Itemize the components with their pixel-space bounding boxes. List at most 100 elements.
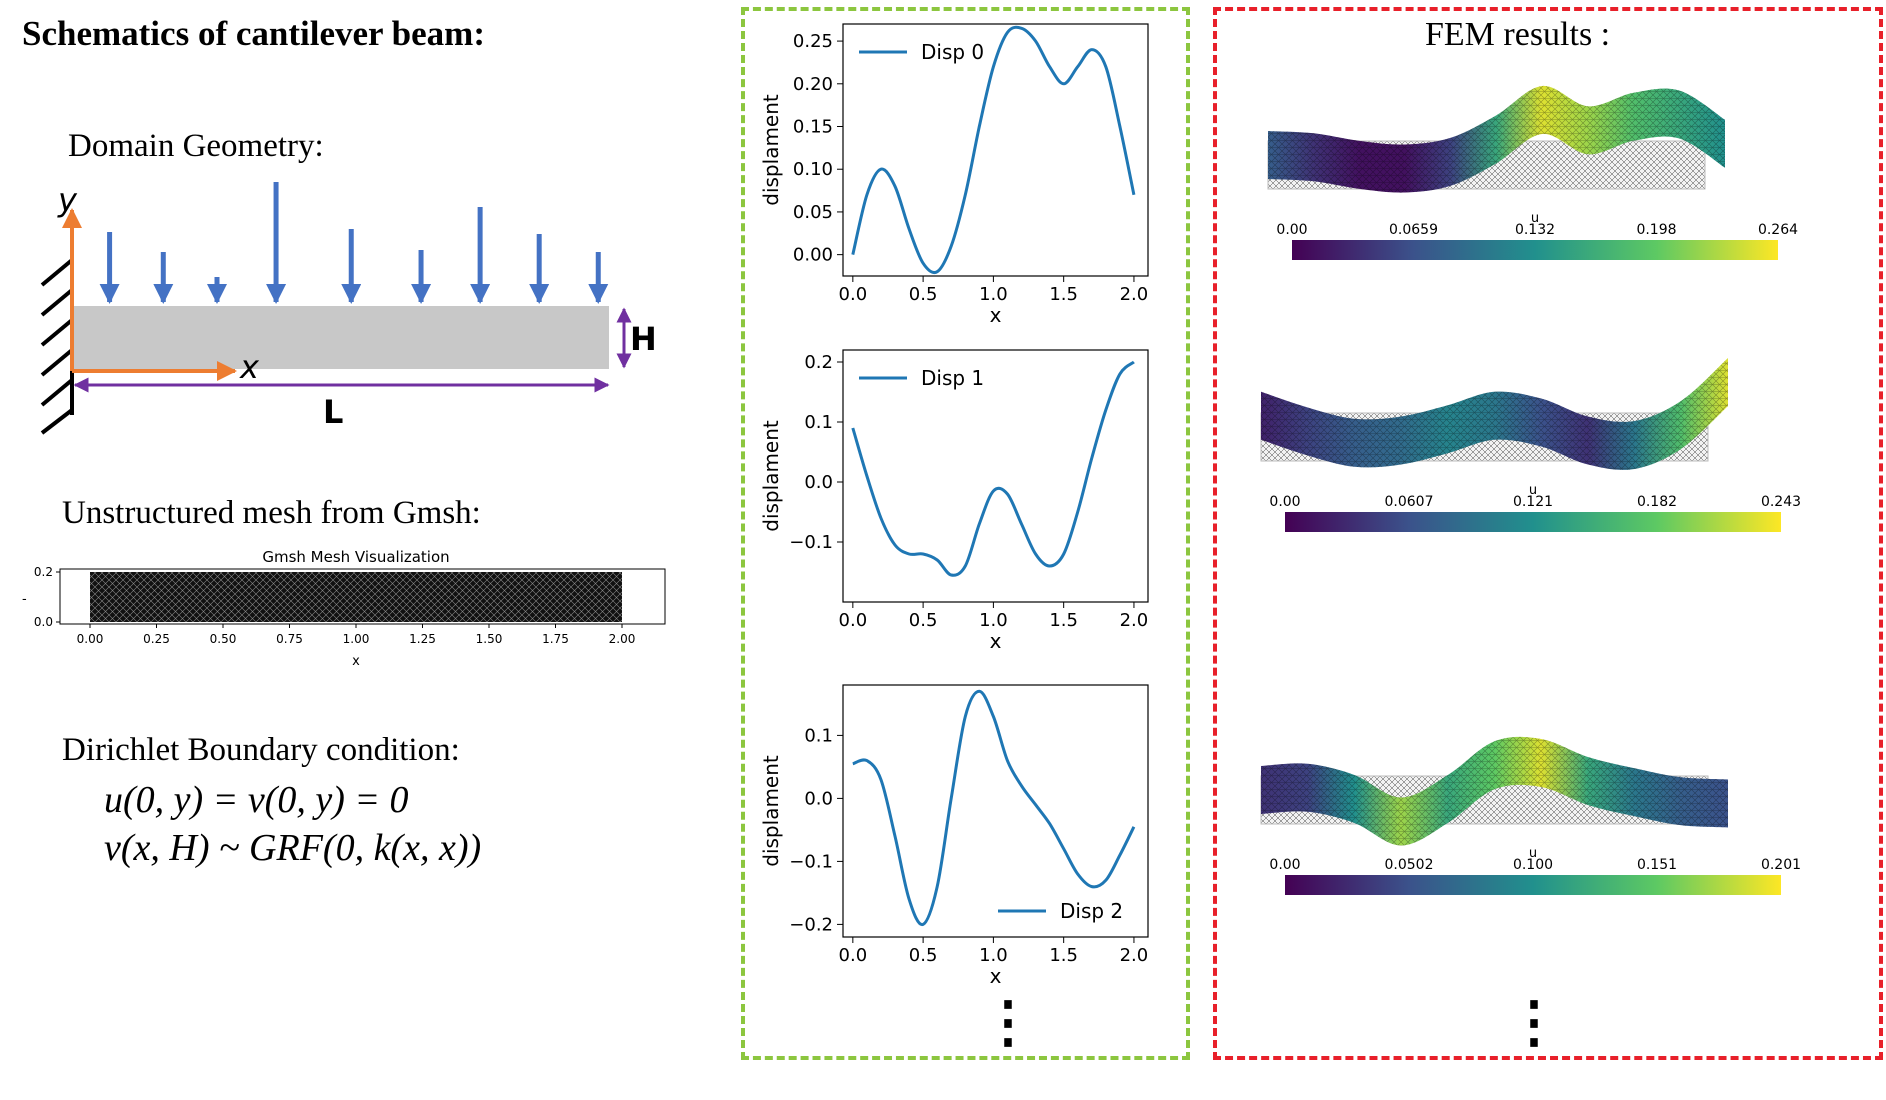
middle-continuation-dots: ⋮ [980, 992, 1036, 1054]
x-tick-label: 0.0 [839, 945, 868, 966]
mesh-region [90, 572, 622, 622]
colorbar-tick-label: 0.201 [1761, 857, 1801, 873]
length-label: L [323, 393, 343, 431]
x-axis-label: x [239, 348, 260, 386]
colorbar-title: u [1529, 846, 1537, 861]
fem-results-panel [1213, 7, 1883, 1060]
y-tick-label: 0.1 [804, 412, 833, 433]
beam-schematic: y x H L [40, 181, 657, 435]
mesh-axis-ticks: 0.00 0.25 0.50 0.75 1.00 1.25 1.50 1.75 2.00 0.2 0… [34, 565, 635, 646]
bc-equation-1: u(0, y) = v(0, y) = 0 [104, 779, 409, 821]
colorbar-tick-label: 0.0607 [1385, 494, 1434, 510]
fem-continuation-dots: ⋮ [1506, 992, 1562, 1054]
mesh-x-tick-label: 0.75 [276, 632, 303, 646]
mesh-xlabel: x [352, 654, 360, 669]
plot-frame [842, 23, 1149, 277]
domain-geometry-heading: Domain Geometry: [68, 128, 324, 164]
y-tick-label: −0.1 [789, 851, 833, 872]
beam-body [72, 306, 609, 369]
y-tick-label: 0.0 [804, 788, 833, 809]
deformed-mesh-overlay [1268, 85, 1725, 193]
colorbar [1292, 240, 1778, 260]
y-tick-label: 0.05 [793, 202, 833, 223]
series-line [851, 25, 1136, 275]
mesh-y-tick-label: 0.0 [34, 615, 53, 629]
y-tick-label: 0.20 [793, 74, 833, 95]
disp-chart-2: 0.0 0.5 1.0 1.5 2.0 −0.2 −0.1 0.0 0.1 x displament… [759, 684, 1149, 988]
bc-equation-2: v(x, H) ~ GRF(0, k(x, x)) [104, 827, 482, 869]
x-tick-label: 1.5 [1049, 610, 1078, 631]
disp-chart-1: 0.0 0.5 1.0 1.5 2.0 −0.1 0.0 0.1 0.2 x displament D… [759, 349, 1149, 653]
x-tick-label: 1.5 [1049, 945, 1078, 966]
plot-frame [842, 349, 1149, 603]
x-tick-label: 2.0 [1120, 945, 1149, 966]
colorbar-tick-label: 0.132 [1515, 222, 1555, 238]
colorbar-tick-label: 0.00 [1269, 857, 1300, 873]
height-label: H [630, 320, 657, 358]
sample-displacement-panel [741, 7, 1190, 1060]
disp-chart-0: 0.0 0.5 1.0 1.5 2.0 0.00 0.05 0.10 0.15 0.20 0.25 x… [759, 23, 1149, 327]
y-tick-label: 0.15 [793, 117, 833, 138]
x-tick-label: 0.0 [839, 284, 868, 305]
y-tick-label: 0.25 [793, 31, 833, 52]
colorbar-tick-label: 0.100 [1513, 857, 1553, 873]
y-tick-label: 0.0 [804, 472, 833, 493]
colorbar-tick-label: 0.151 [1637, 857, 1677, 873]
legend-label: Disp 1 [921, 366, 984, 390]
fem-title: FEM results : [1425, 16, 1611, 53]
page-title: Schematics of cantilever beam: [22, 14, 485, 53]
mesh-plot-title: Gmsh Mesh Visualization [262, 548, 449, 566]
mesh-x-tick-label: 1.50 [476, 632, 503, 646]
y-tick-label: −0.1 [789, 532, 833, 553]
mesh-x-tick-label: 1.00 [343, 632, 370, 646]
series-line [851, 360, 1135, 577]
x-tick-label: 1.0 [979, 284, 1008, 305]
deformed-mesh-overlay [1261, 358, 1728, 470]
colorbar-tick-label: 0.0502 [1385, 857, 1434, 873]
colorbar-tick-label: 0.243 [1761, 494, 1801, 510]
mesh-x-tick-label: 2.00 [609, 632, 636, 646]
colorbar-tick-label: 0.121 [1513, 494, 1553, 510]
mesh-ylabel: - [22, 592, 27, 607]
x-tick-label: 0.5 [909, 945, 938, 966]
fem-result-0: 0.00 0.0659 0.132 0.198 0.264 u [1267, 85, 1798, 260]
colorbar-title: u [1531, 211, 1539, 226]
x-tick-label: 2.0 [1120, 284, 1149, 305]
colorbar-tick-label: 0.00 [1269, 494, 1300, 510]
x-tick-label: 0.5 [909, 610, 938, 631]
legend-label: Disp 0 [921, 40, 984, 64]
x-axis-title: x [990, 629, 1002, 653]
mesh-x-tick-label: 0.25 [143, 632, 170, 646]
x-axis-title: x [990, 964, 1002, 988]
y-tick-label: 0.1 [804, 725, 833, 746]
mesh-x-tick-label: 1.75 [542, 632, 569, 646]
x-tick-label: 1.0 [979, 945, 1008, 966]
y-tick-label: 0.10 [793, 159, 833, 180]
mesh-plot: Gmsh Mesh Visualization 0.00 0.25 0.50 0.75… [22, 548, 666, 669]
x-tick-label: 1.0 [979, 610, 1008, 631]
colorbar-tick-label: 0.198 [1636, 222, 1676, 238]
wall-hatching [40, 258, 74, 435]
series-line [852, 689, 1136, 927]
mesh-x-tick-label: 0.00 [77, 632, 104, 646]
colorbar [1285, 875, 1781, 895]
bc-heading: Dirichlet Boundary condition: [62, 732, 460, 768]
y-tick-label: −0.2 [789, 914, 833, 935]
y-tick-label: 0.2 [804, 352, 833, 373]
x-tick-label: 0.0 [839, 610, 868, 631]
mesh-heading: Unstructured mesh from Gmsh: [62, 495, 481, 531]
colorbar-tick-label: 0.182 [1637, 494, 1677, 510]
colorbar-tick-label: 0.00 [1276, 222, 1307, 238]
colorbar-title: u [1529, 483, 1537, 498]
x-tick-label: 1.5 [1049, 284, 1078, 305]
fem-result-1: 0.00 0.0607 0.121 0.182 0.243 u [1260, 358, 1801, 532]
mesh-x-tick-label: 0.50 [210, 632, 237, 646]
fem-result-2: 0.00 0.0502 0.100 0.151 0.201 u [1260, 736, 1801, 895]
mesh-x-tick-label: 1.25 [409, 632, 436, 646]
y-tick-label: 0.00 [793, 245, 833, 266]
deformed-mesh-overlay [1261, 736, 1728, 846]
y-axis-title: displament [759, 755, 783, 867]
legend-label: Disp 2 [1060, 899, 1123, 923]
y-axis-title: displament [759, 94, 783, 206]
colorbar [1285, 512, 1781, 532]
